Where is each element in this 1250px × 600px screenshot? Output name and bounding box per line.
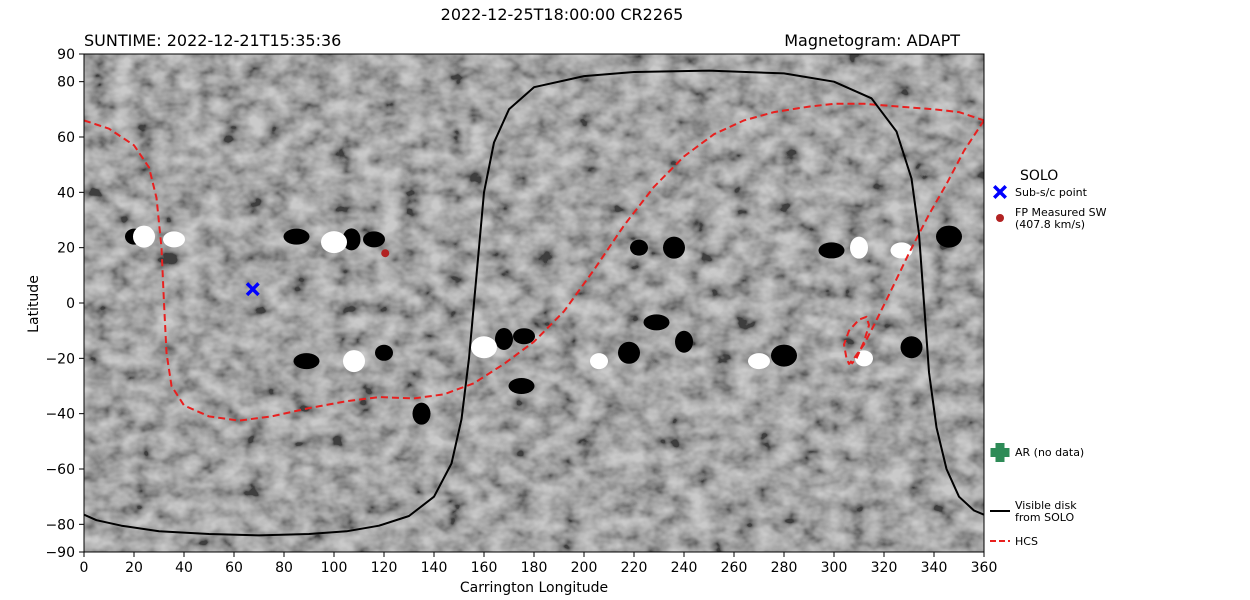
- y-axis-ticks: −90 −80 −60 −40 −20 0 20 40 60 80 90: [45, 47, 84, 561]
- magnetogram-patch: [363, 231, 385, 248]
- x-tick-label: 20: [125, 560, 143, 576]
- hcs-line: [84, 102, 984, 422]
- x-tick-label: 200: [571, 560, 598, 576]
- magnetogram-background: [84, 54, 984, 552]
- magnetogram-patch: [643, 314, 670, 331]
- magnetogram-patch: [855, 350, 873, 367]
- x-tick-label: 240: [671, 560, 698, 576]
- magnetogram-patch: [618, 341, 640, 364]
- magnetogram-patch: [590, 353, 608, 370]
- x-tick-label: 140: [421, 560, 448, 576]
- y-tick-label: −60: [45, 462, 75, 478]
- legend-disk-label-1: Visible disk: [1015, 499, 1077, 512]
- y-tick-label: 0: [66, 296, 75, 312]
- magnetogram-patch: [890, 242, 913, 259]
- y-tick-label: 60: [57, 130, 75, 146]
- magnetogram-patch: [283, 228, 310, 245]
- magnetogram-patch: [850, 236, 868, 259]
- y-tick-label: 80: [57, 75, 75, 91]
- y-tick-label: 90: [57, 47, 75, 63]
- magnetogram-patch: [412, 402, 431, 425]
- legend-ar-marker: [990, 443, 1010, 462]
- visible-disk-line: [84, 69, 984, 537]
- x-tick-label: 320: [871, 560, 898, 576]
- magnetogram-label: Magnetogram: ADAPT: [784, 31, 960, 50]
- x-tick-label: 360: [971, 560, 998, 576]
- x-tick-label: 280: [771, 560, 798, 576]
- magnetogram-patch: [748, 353, 770, 370]
- legend-subsc-marker: [993, 185, 1007, 199]
- x-tick-label: 120: [371, 560, 398, 576]
- magnetogram-patch: [675, 330, 693, 353]
- subsc-point-marker: [245, 282, 260, 297]
- y-tick-label: −90: [45, 545, 75, 561]
- y-tick-label: 20: [57, 241, 75, 257]
- x-tick-label: 260: [721, 560, 748, 576]
- x-tick-label: 180: [521, 560, 548, 576]
- x-axis-ticks: 0 20 40 60 80 100 120 140 160 180 200 220 240 260 280 3…: [80, 552, 998, 576]
- fp-measured-point: [381, 249, 390, 258]
- y-tick-label: −40: [45, 407, 75, 423]
- x-tick-label: 340: [921, 560, 948, 576]
- magnetogram-patch: [342, 228, 361, 251]
- legend-fp-label-1: FP Measured SW: [1015, 206, 1107, 219]
- x-tick-label: 0: [80, 560, 89, 576]
- x-tick-label: 300: [821, 560, 848, 576]
- magnetogram-patch: [133, 225, 155, 248]
- legend-ar-label: AR (no data): [1015, 446, 1084, 459]
- magnetogram-patch: [771, 344, 797, 367]
- legend-fp-marker: [996, 214, 1004, 222]
- legend-disk-label-2: from SOLO: [1015, 511, 1074, 524]
- legend-fp-label-2: (407.8 km/s): [1015, 218, 1085, 231]
- legend-hcs-label: HCS: [1015, 535, 1038, 548]
- magnetogram-patch: [663, 236, 685, 259]
- plot-area: [84, 69, 984, 537]
- x-tick-label: 40: [175, 560, 193, 576]
- figure-title: 2022-12-25T18:00:00 CR2265: [441, 5, 684, 24]
- x-tick-label: 80: [275, 560, 293, 576]
- magnetogram-patch: [321, 231, 347, 254]
- magnetogram-patch: [900, 336, 923, 359]
- magnetogram-patch: [163, 231, 185, 248]
- x-tick-label: 220: [621, 560, 648, 576]
- x-tick-label: 160: [471, 560, 498, 576]
- magnetogram-patch: [343, 350, 365, 373]
- y-tick-label: 40: [57, 185, 75, 201]
- x-tick-label: 60: [225, 560, 243, 576]
- legend: SOLO Sub-s/c point FP Measured SW (407.8…: [990, 168, 1107, 548]
- active-region-patches: [125, 225, 962, 425]
- x-tick-label: 100: [321, 560, 348, 576]
- y-tick-label: −20: [45, 351, 75, 367]
- hcs-line: [843, 119, 984, 365]
- legend-spacecraft: SOLO: [1020, 168, 1058, 184]
- magnetogram-patch: [936, 225, 962, 248]
- magnetogram-patch: [630, 239, 648, 256]
- magnetogram-patch: [293, 353, 320, 370]
- legend-subsc-label: Sub-s/c point: [1015, 186, 1088, 199]
- y-tick-label: −80: [45, 517, 75, 533]
- magnetogram-patch: [508, 378, 535, 394]
- magnetogram-patch: [375, 344, 393, 361]
- y-axis-label: Latitude: [26, 275, 42, 333]
- x-axis-label: Carrington Longitude: [460, 580, 608, 596]
- magnetogram-patch: [495, 327, 513, 350]
- magnetogram-patch: [513, 328, 535, 345]
- magnetogram-patch: [818, 242, 845, 259]
- suntime-label: SUNTIME: 2022-12-21T15:35:36: [84, 31, 341, 50]
- magnetogram-patch: [471, 336, 497, 359]
